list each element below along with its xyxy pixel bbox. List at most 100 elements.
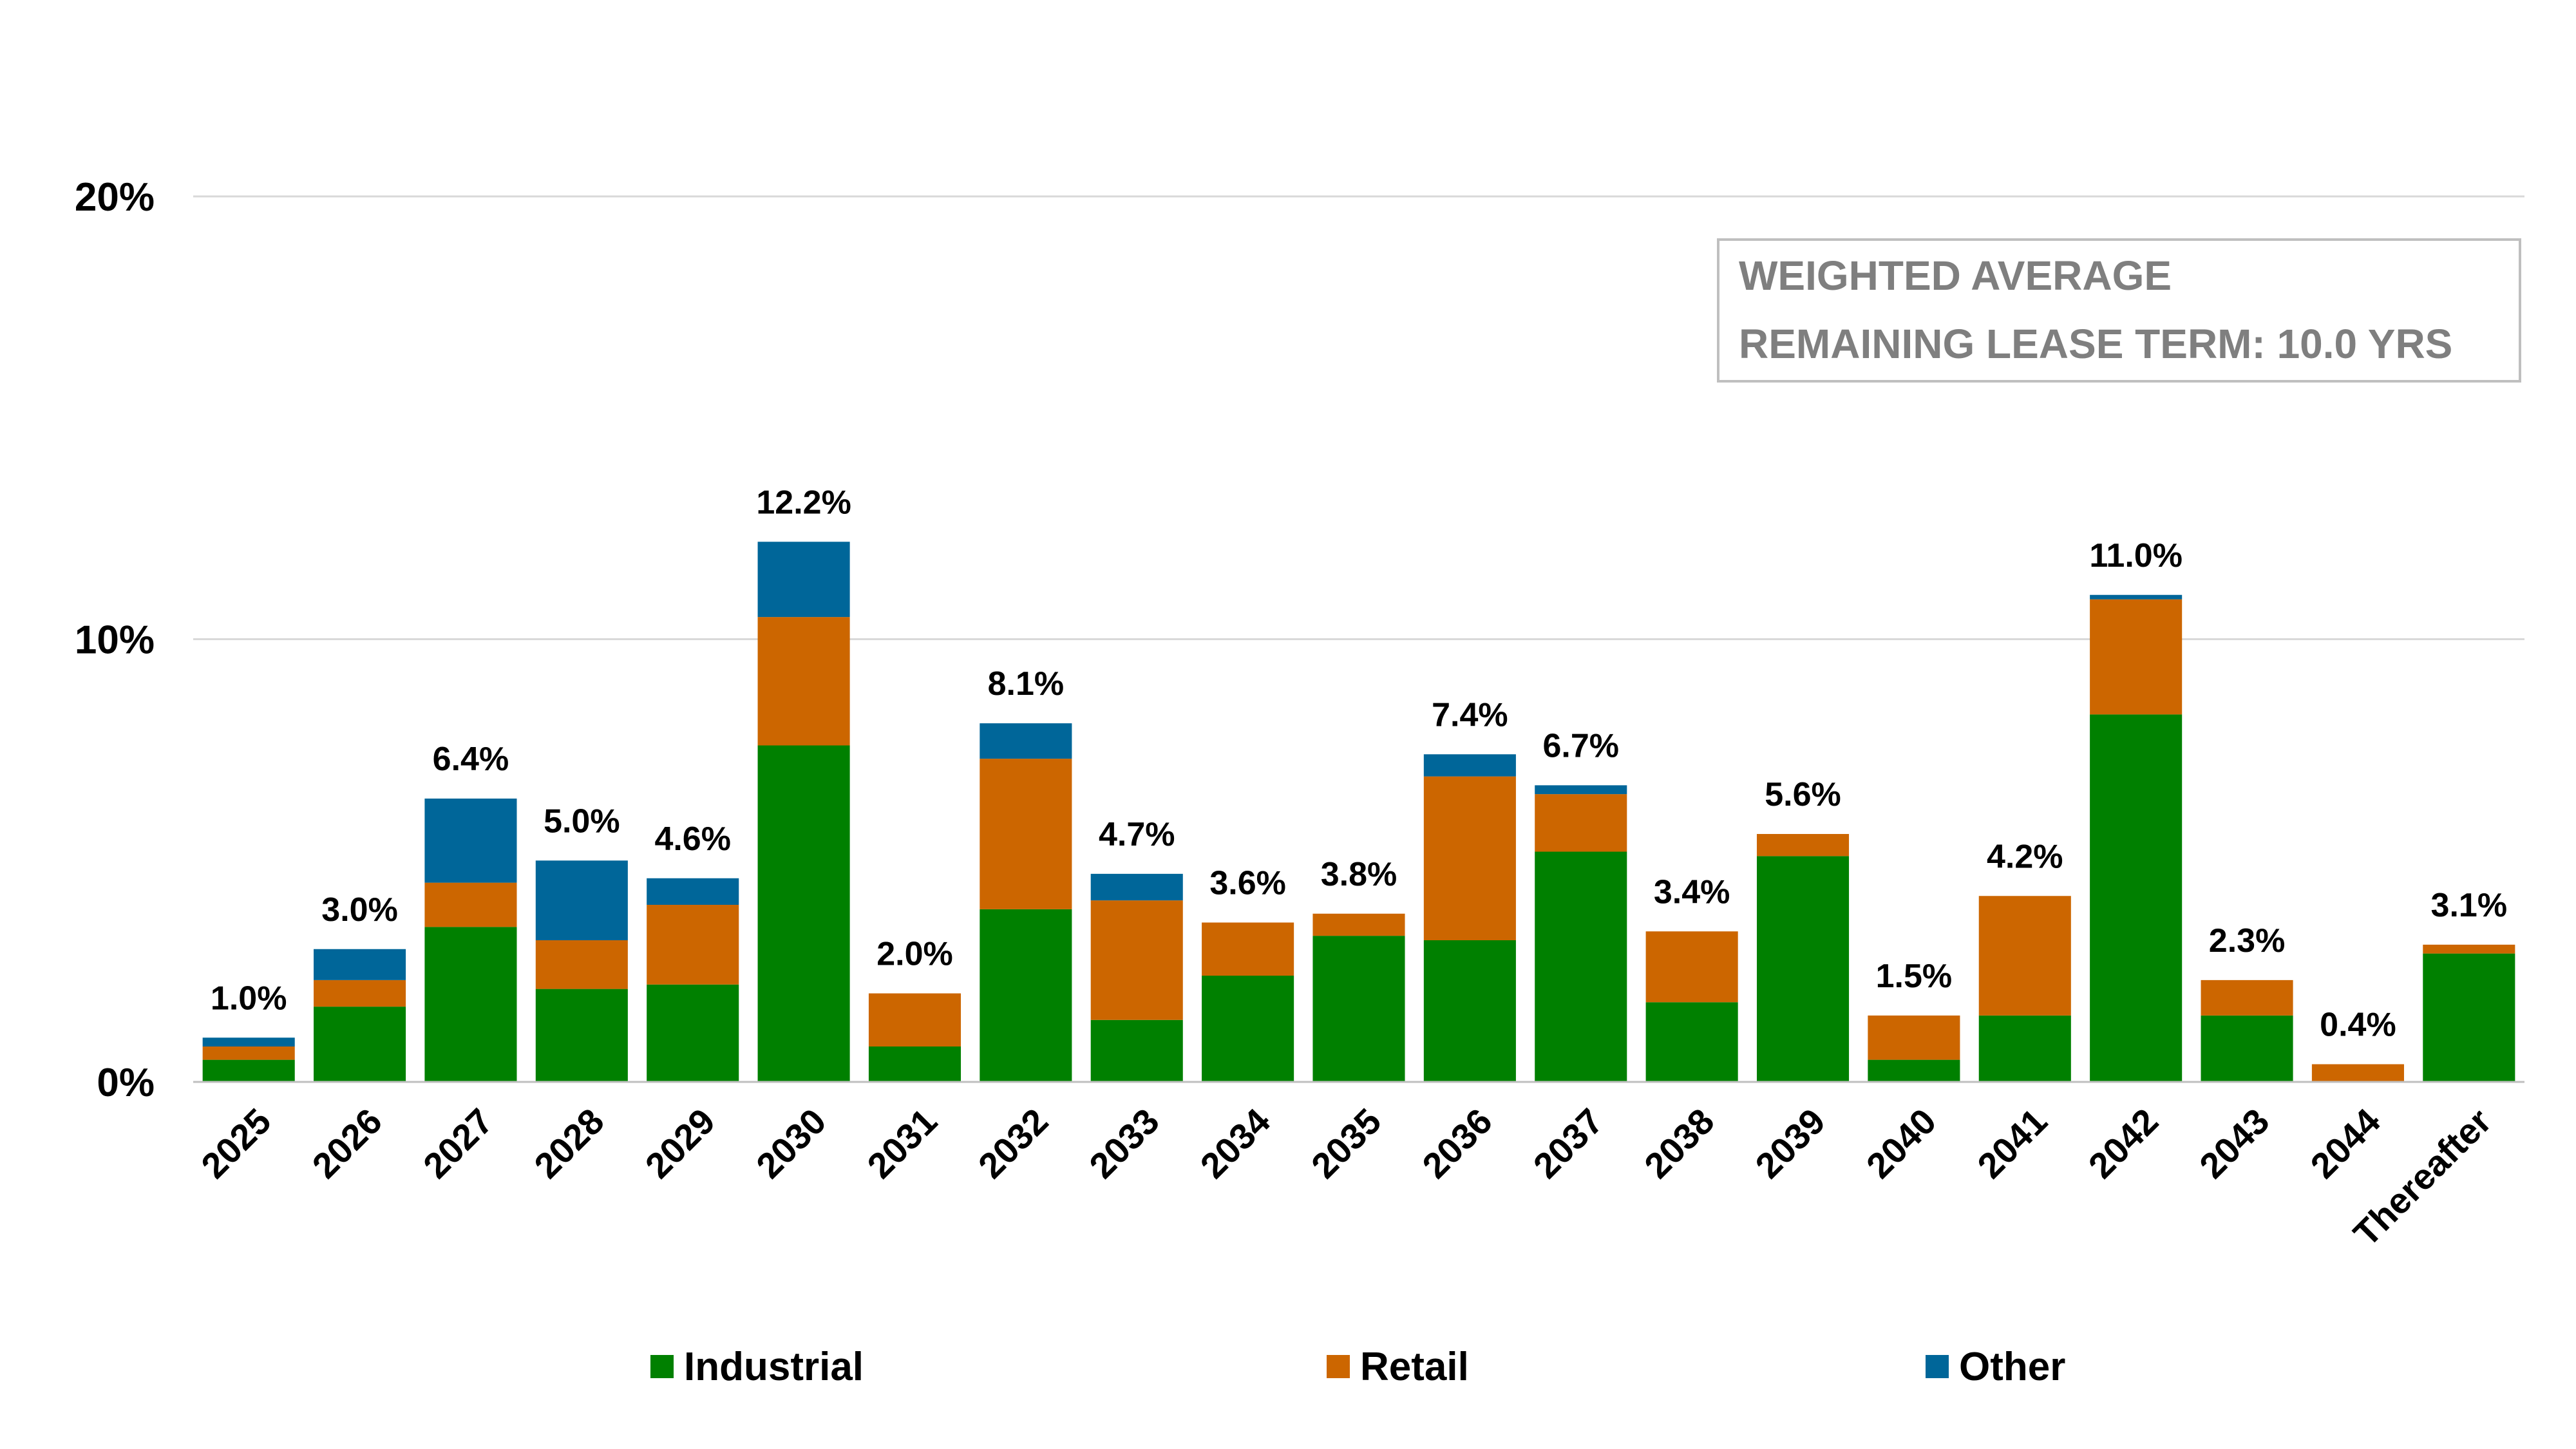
x-axis-ticks: 2025 2026 2027 2028 2029 2030 2031 2032 2033 2034… [193,1101,2499,1254]
bar-retail-2041 [1978,896,2071,1016]
bar-industrial-2036 [1423,940,1516,1082]
note-line-2: REMAINING LEASE TERM: 10.0 YRS [1739,321,2452,367]
bar-retail-2035 [1312,913,1405,936]
x-tick-label: 2038 [1636,1101,1722,1186]
legend-swatch-other [1926,1355,1949,1378]
bar-other-2037 [1535,785,1627,795]
x-tick-label: 2036 [1414,1101,1500,1186]
legend-label-retail: Retail [1360,1345,1469,1389]
bar-total-label: 0.4% [2320,1007,2396,1044]
bar-other-2042 [2090,594,2183,600]
bar-retail-2025 [202,1046,295,1060]
bar-retail-2044 [2311,1064,2404,1082]
legend-swatch-industrial [650,1355,674,1378]
bar-industrial-2033 [1090,1019,1183,1082]
x-tick-label: 2026 [304,1101,390,1186]
bar-total-label: 4.2% [1987,838,2063,875]
bar-retail-2032 [980,759,1072,909]
x-tick-label: 2033 [1081,1101,1167,1186]
bar-industrial-2028 [535,989,628,1082]
bar-industrial-2042 [2090,714,2183,1082]
bar-retail-2026 [314,980,406,1007]
bar-total-label: 3.6% [1209,865,1286,902]
bar-total-label: 4.7% [1099,816,1175,853]
bar-retail-2030 [757,617,850,746]
y-tick-label: 20% [75,175,155,220]
y-axis-ticks: 0% 10% 20% [75,175,155,1105]
bar-other-2032 [980,723,1072,759]
x-tick-label: 2043 [2192,1101,2277,1186]
bar-total-label: 1.0% [211,980,287,1017]
bar-total-label: 2.3% [2209,922,2286,960]
bar-other-2025 [202,1037,295,1046]
legend-swatch-retail [1327,1355,1350,1378]
bar-industrial-2029 [647,984,739,1082]
bar-industrial-2031 [868,1046,961,1082]
bar-other-2030 [757,542,850,618]
bar-total-label: 2.0% [876,936,953,973]
bar-total-label: 6.7% [1542,727,1619,764]
bar-other-2036 [1423,754,1516,777]
bar-retail-2028 [535,940,628,989]
bar-industrial-2035 [1312,936,1405,1082]
bar-other-2033 [1090,873,1183,901]
x-tick-label: 2044 [2302,1101,2388,1186]
bar-industrial-2038 [1645,1002,1738,1082]
bar-total-label: 4.6% [654,820,731,858]
bar-total-label: 5.6% [1765,776,1841,813]
legend-item-other: Other [1926,1345,2065,1389]
bar-total-label: 1.5% [1876,958,1953,995]
bar-total-label: 3.8% [1321,856,1397,893]
x-tick-label: 2042 [2081,1101,2166,1186]
x-tick-label: 2039 [1747,1101,1833,1186]
bar-other-2028 [535,860,628,940]
bar-other-2026 [314,949,406,980]
note-line-1: WEIGHTED AVERAGE [1739,252,2172,299]
bar-total-label: 3.0% [321,891,398,929]
bar-retail-2031 [868,993,961,1046]
bar-industrial-2034 [1202,976,1294,1082]
x-tick-label: 2040 [1859,1101,1944,1186]
x-tick-label: 2035 [1303,1101,1389,1186]
bar-industrial-2041 [1978,1015,2071,1082]
x-tick-label: 2029 [638,1101,723,1186]
bars [202,542,2515,1082]
bar-total-label: 3.4% [1654,873,1730,911]
bar-retail-2037 [1535,794,1627,852]
bar-industrial-2037 [1535,851,1627,1082]
bar-industrial-2039 [1756,856,1850,1082]
bar-retail-2029 [647,905,739,985]
x-tick-label: 2032 [971,1101,1056,1186]
bar-industrial-thereafter [2423,953,2515,1082]
legend: Industrial Retail Other [650,1345,2065,1389]
note-box [1717,238,2521,383]
bar-total-label: 5.0% [544,802,620,840]
bar-retail-2027 [424,882,517,927]
bar-other-2029 [647,878,739,905]
bar-total-label: 8.1% [988,665,1065,703]
x-tick-label: 2027 [415,1101,501,1186]
bar-retail-2036 [1423,776,1516,940]
bar-total-label: 12.2% [756,484,851,521]
legend-label-other: Other [1959,1345,2065,1389]
x-tick-label: 2031 [859,1101,945,1186]
y-tick-label: 0% [97,1061,155,1105]
weighted-average-note: WEIGHTED AVERAGE REMAINING LEASE TERM: 1… [1717,238,2521,383]
bar-retail-2042 [2090,599,2183,715]
y-tick-label: 10% [75,618,155,663]
bar-retail-2040 [1868,1015,1960,1060]
bar-industrial-2043 [2201,1015,2293,1082]
legend-item-retail: Retail [1327,1345,1469,1389]
bar-industrial-2025 [202,1059,295,1082]
bar-other-2027 [424,799,517,883]
bar-retail-2034 [1202,922,1294,976]
bar-total-label: 6.4% [433,741,509,778]
bar-industrial-2032 [980,909,1072,1082]
bar-retail-thereafter [2423,944,2515,954]
bar-retail-2043 [2201,980,2293,1016]
x-tick-label: 2030 [748,1101,834,1186]
bar-retail-2033 [1090,900,1183,1020]
legend-item-industrial: Industrial [650,1345,864,1389]
bar-total-label: 11.0% [2089,537,2183,574]
